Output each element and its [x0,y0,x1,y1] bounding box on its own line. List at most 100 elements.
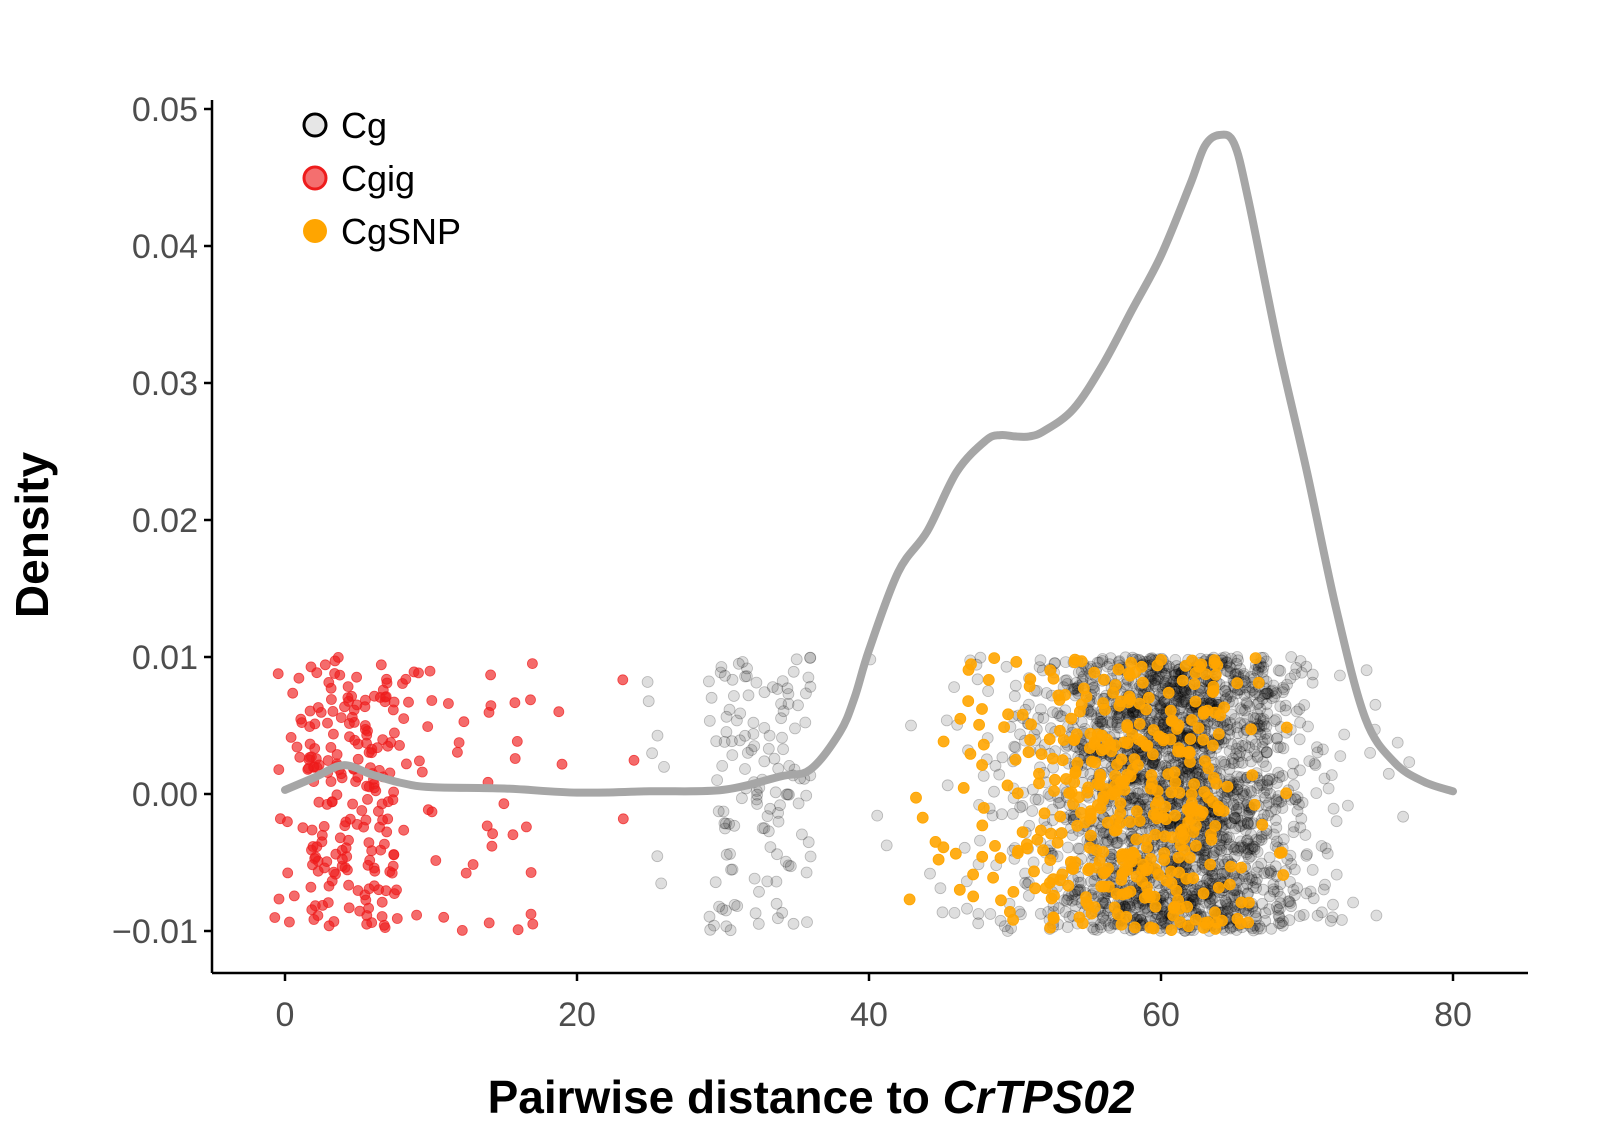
cg-point [1270,687,1282,699]
cgig-point [380,691,392,702]
cg-point [753,885,765,898]
cgig-point [398,824,410,836]
cg-point [1284,672,1297,685]
cgig-point [416,766,428,778]
cgig-point [361,729,373,741]
cgsnp-point [1186,714,1198,726]
cg-point [1269,803,1282,816]
cg-point [1097,910,1110,922]
cg-point [1026,805,1039,817]
cg-point [1066,894,1079,907]
cgig-point [322,717,333,729]
cgsnp-point [1033,777,1045,790]
cg-point [1221,843,1233,856]
cgig-point [483,917,495,929]
cgig-point [348,704,360,716]
cgsnp-point [1202,791,1215,804]
cg-point [994,914,1007,927]
cgsnp-point [1107,686,1120,699]
cg-point [1016,800,1029,812]
cgsnp-point [1047,912,1060,925]
cg-point [1248,840,1261,853]
cg-point [775,698,787,710]
cgig-point [305,881,317,893]
cg-point [716,760,729,772]
cg-point [1347,896,1359,909]
cg-point [731,900,744,912]
cg-point [1291,882,1304,894]
cg-point [1096,715,1109,728]
cg-point [745,744,758,756]
cg-point [1101,834,1113,846]
cgig-point [303,754,315,766]
cg-point [1234,835,1247,848]
cg-point [725,863,737,876]
cg-point [1077,670,1090,683]
cg-point [984,908,997,920]
cg-point [1277,915,1289,928]
cg-point [716,903,729,915]
cgig-point [344,731,355,743]
cgig-point [378,919,390,931]
cg-point [1240,848,1253,861]
cgig-point [376,798,388,810]
cg-point [718,817,731,830]
cgsnp-point [976,850,989,863]
cg-point [924,867,936,880]
cg-point [1175,699,1188,711]
cg-point [998,920,1011,933]
cg-point [1097,827,1110,840]
legend-marker-cgig [302,165,328,191]
cg-point [1245,671,1257,683]
cg-point [1293,910,1306,922]
cgsnp-point [1002,708,1014,721]
cgsnp-point [1158,854,1171,866]
cg-point [1241,712,1253,724]
cgsnp-point [1162,686,1175,699]
cg-point [764,841,777,853]
cgig-point [329,668,341,679]
cg-point [736,656,749,668]
cgig-point [294,751,306,763]
cgig-point [387,794,399,806]
cg-point [1272,796,1285,809]
cg-point [713,900,725,913]
cgsnp-point [1186,654,1199,667]
cgig-point [617,674,629,686]
cg-point [948,681,960,693]
cgig-point [325,682,337,694]
cgig-point [342,681,354,692]
cgsnp-point [1141,841,1153,854]
cgig-point [322,755,334,766]
cg-point [880,839,893,852]
cg-point [1040,687,1053,699]
cg-point [1254,712,1267,725]
cgig-point [347,798,359,810]
cg-point [948,907,961,919]
cg-point [1223,838,1236,851]
cg-point [1127,706,1140,719]
cgsnp-point [1246,769,1259,781]
cg-point [709,876,722,889]
cgsnp-point [1221,780,1234,793]
cg-point [1319,878,1331,891]
cg-point [1369,698,1382,711]
cgsnp-point [1060,773,1072,785]
cgig-point [467,859,479,870]
x-axis-title: Pairwise distance to CrTPS02 [488,1071,1135,1123]
cgsnp-point [1075,806,1087,819]
cg-point [1364,747,1376,759]
cg-point [1279,699,1292,712]
legend-label-cgsnp: CgSNP [341,211,461,252]
cg-point [799,716,812,729]
cgig-point [370,785,382,797]
cg-point [1072,666,1085,679]
cg-point [1260,799,1273,812]
cg-point [993,768,1006,781]
cg-point [1000,660,1013,673]
cgsnp-point [1183,745,1196,758]
cg-point [1169,654,1182,666]
cg-point [1261,732,1274,745]
cg-point [1262,809,1274,822]
cg-point [1069,900,1082,913]
